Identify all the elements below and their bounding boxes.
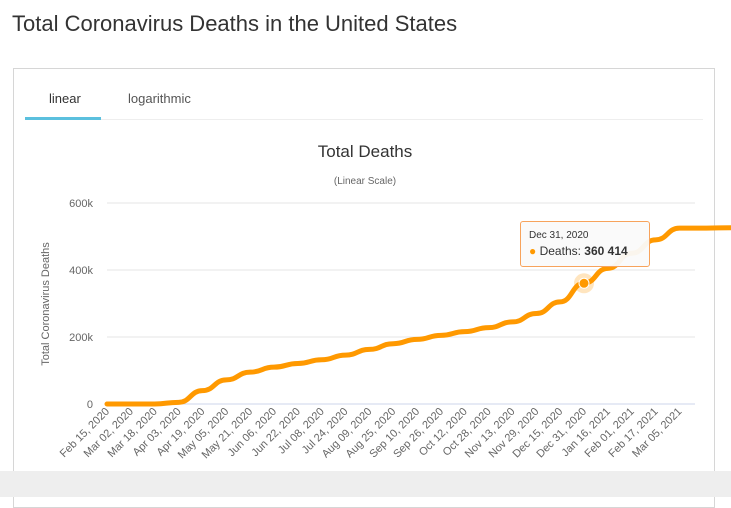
page-footer-bar [0,471,731,497]
series-dot-icon: ● [529,244,537,258]
y-tick-label: 400k [69,265,93,277]
tooltip-label: Deaths: [539,244,581,258]
tooltip-date: Dec 31, 2020 [529,230,589,241]
chart: Total Deaths (Linear Scale) Total Corona… [40,142,731,461]
highlight-point [578,277,590,289]
chart-title: Total Deaths [318,142,413,161]
active-tab-indicator [25,117,101,120]
y-axis-label: Total Coronavirus Deaths [40,242,52,366]
chart-subtitle: (Linear Scale) [334,176,396,187]
page-title: Total Coronavirus Deaths in the United S… [12,11,458,36]
y-tick-label: 0 [87,399,93,411]
scale-tabs: linear logarithmic [25,83,703,120]
tab-linear[interactable]: linear [49,91,81,106]
tab-logarithmic[interactable]: logarithmic [128,91,191,106]
y-tick-label: 200k [69,332,93,344]
tooltip: Dec 31, 2020 ● Deaths: 360 414 [520,221,650,267]
y-tick-label: 600k [69,198,93,210]
tooltip-value: 360 414 [584,244,628,258]
